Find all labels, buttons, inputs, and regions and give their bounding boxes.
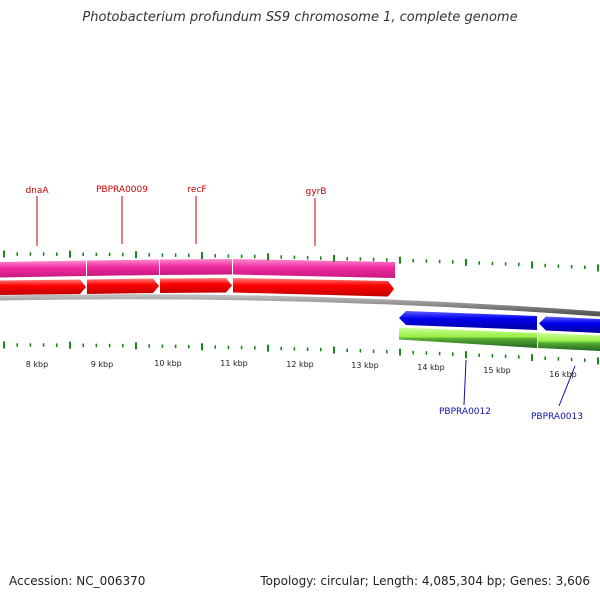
- gene-band-segment: [233, 259, 395, 278]
- gene-band-segment: [0, 260, 86, 278]
- cds-arrow-forward: [87, 278, 159, 294]
- scale-label: 16 kbp: [549, 370, 577, 379]
- feature-label-reverse[interactable]: PBPRA0012: [439, 407, 491, 417]
- cds-arrow-forward: [233, 278, 394, 297]
- cds-arrow-reverse: [539, 316, 600, 333]
- cds-arrow-forward: [0, 279, 86, 295]
- scale-label: 13 kbp: [351, 361, 379, 370]
- leader-line: [558, 365, 576, 407]
- gene-band-segment: [538, 333, 600, 351]
- leader-line: [463, 359, 467, 406]
- genome-summary-text: Topology: circular; Length: 4,085,304 bp…: [260, 574, 590, 588]
- cds-arrow-forward: [160, 278, 232, 293]
- gene-band-segment: [160, 259, 232, 275]
- feature-label-forward[interactable]: PBPRA0009: [96, 185, 148, 195]
- reverse-cds-track: [399, 311, 600, 333]
- map-title: Photobacterium profundum SS9 chromosome …: [82, 10, 518, 25]
- scale-label: 10 kbp: [154, 359, 182, 368]
- reverse-gene-band: [399, 327, 600, 351]
- scale-label: 9 kbp: [91, 360, 113, 369]
- feature-label-reverse[interactable]: PBPRA0013: [531, 412, 583, 422]
- scale-label: 12 kbp: [286, 360, 314, 369]
- scale-label: 11 kbp: [220, 359, 248, 368]
- forward-gene-band: [0, 259, 395, 278]
- feature-label-forward[interactable]: gyrB: [306, 187, 327, 197]
- cds-arrow-reverse: [399, 311, 537, 330]
- scale-ticks-bottom: [3, 341, 599, 365]
- feature-label-forward[interactable]: dnaA: [25, 186, 49, 196]
- scale-label: 14 kbp: [417, 363, 445, 372]
- genome-backbone: [0, 294, 600, 317]
- reverse-feature-leaders: [463, 359, 576, 407]
- accession-text: Accession: NC_006370: [9, 574, 146, 588]
- scale-ticks-top: [3, 250, 599, 272]
- scale-label: 15 kbp: [483, 366, 511, 375]
- scale-label: 8 kbp: [26, 360, 48, 369]
- gene-band-segment: [87, 259, 159, 276]
- forward-feature-leaders: [36, 196, 316, 246]
- gene-band-segment: [399, 327, 537, 348]
- forward-cds-track: [0, 278, 394, 297]
- feature-label-forward[interactable]: recF: [187, 185, 206, 195]
- scale-labels: 8 kbp 9 kbp 10 kbp 11 kbp 12 kbp 13 kbp …: [26, 359, 577, 379]
